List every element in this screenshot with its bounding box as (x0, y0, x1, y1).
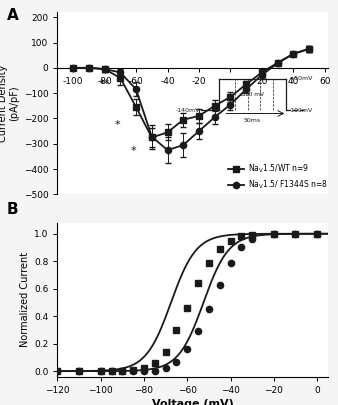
Y-axis label: Current Density
(pA/pF): Current Density (pA/pF) (0, 65, 20, 142)
Y-axis label: Normalized Current: Normalized Current (20, 252, 30, 347)
Text: *: * (130, 146, 136, 156)
Text: **: ** (99, 79, 110, 89)
Text: A: A (7, 8, 19, 23)
Text: B: B (7, 202, 18, 217)
Text: *: * (115, 120, 120, 130)
Legend: Na$_\mathregular{V}$1.5/WT n=9, Na$_\mathregular{V}$1.5/ F1344S n=8: Na$_\mathregular{V}$1.5/WT n=9, Na$_\mat… (225, 160, 331, 194)
X-axis label: Voltage (mV): Voltage (mV) (152, 399, 234, 405)
